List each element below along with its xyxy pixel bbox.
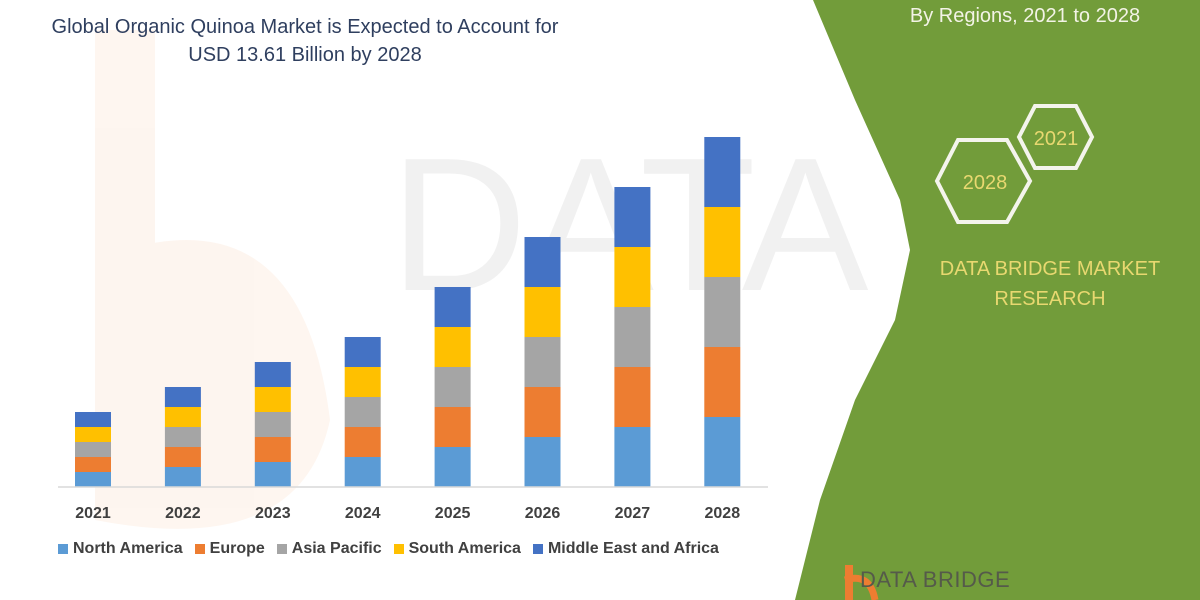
bar-segment-asia-pacific-2027 <box>614 307 651 367</box>
hex-label-2021: 2021 <box>1034 128 1079 150</box>
bar-segment-middle-east-and-africa-2022 <box>164 387 201 407</box>
legend-label: Middle East and Africa <box>547 540 719 557</box>
legend-label: Asia Pacific <box>291 540 382 557</box>
watermark-logo <box>95 30 330 529</box>
bar-segment-north-america-2025 <box>434 447 471 487</box>
bar-segment-europe-2022 <box>164 447 201 467</box>
bar-segment-north-america-2021 <box>75 472 111 487</box>
bar-segment-south-america-2023 <box>254 387 291 412</box>
bar-segment-middle-east-and-africa-2027 <box>614 187 651 247</box>
hexagon-2028 <box>934 138 1033 224</box>
legend-item: South America <box>393 540 521 558</box>
bar-segment-south-america-2025 <box>434 327 471 367</box>
bar-segment-asia-pacific-2021 <box>75 442 111 457</box>
bar-segment-middle-east-and-africa-2026 <box>524 237 561 287</box>
bar-segment-asia-pacific-2026 <box>524 337 561 387</box>
x-tick-label: 2028 <box>705 505 741 522</box>
chart-title-line-1: Global Organic Quinoa Market is Expected… <box>51 16 559 38</box>
bar-segment-asia-pacific-2023 <box>254 412 291 437</box>
legend-label: South America <box>408 540 521 557</box>
legend-swatch <box>58 544 68 554</box>
legend-item: Europe <box>194 540 265 558</box>
bar-segment-south-america-2022 <box>164 407 201 427</box>
bar-segment-south-america-2026 <box>524 287 561 337</box>
bar-segment-middle-east-and-africa-2024 <box>344 337 381 367</box>
bar-segment-europe-2028 <box>704 347 741 417</box>
bar-segment-asia-pacific-2024 <box>344 397 381 427</box>
bar-segment-south-america-2021 <box>75 427 111 442</box>
bar-segment-north-america-2022 <box>164 467 201 487</box>
legend-label: Europe <box>209 540 265 557</box>
x-tick-label: 2021 <box>75 505 111 522</box>
chart-title-line-2: USD 13.61 Billion by 2028 <box>188 44 422 66</box>
legend-swatch <box>276 544 287 554</box>
legend: North America Europe Asia Pacific South … <box>58 540 719 558</box>
bar-segment-europe-2026 <box>524 387 561 437</box>
bar-segment-north-america-2027 <box>614 427 651 487</box>
bar-segment-north-america-2023 <box>254 462 291 487</box>
legend-swatch <box>532 544 543 554</box>
bar-segment-north-america-2024 <box>344 457 381 487</box>
bar-segment-europe-2023 <box>254 437 291 462</box>
bar-segment-europe-2021 <box>75 457 111 472</box>
bar-segment-middle-east-and-africa-2025 <box>434 287 471 327</box>
logo-text: DATA BRIDGE <box>860 567 1011 592</box>
bar-segment-south-america-2028 <box>704 207 741 277</box>
x-tick-label: 2024 <box>345 505 381 522</box>
chart-title: Global Organic Quinoa Market is Expected… <box>40 13 570 69</box>
right-panel-subtitle: By Regions, 2021 to 2028 <box>909 5 1141 27</box>
bar-segment-south-america-2024 <box>344 367 381 397</box>
legend-swatch <box>393 544 404 554</box>
legend-item: Asia Pacific <box>276 540 382 558</box>
bar-segment-europe-2025 <box>434 407 471 447</box>
bar-segment-asia-pacific-2025 <box>434 367 471 407</box>
legend-item: Middle East and Africa <box>532 540 719 558</box>
bar-segment-europe-2027 <box>614 367 651 427</box>
bar-segment-north-america-2028 <box>704 417 741 487</box>
bar-segment-south-america-2027 <box>614 247 651 307</box>
x-tick-labels: 2021 2022 2023 2024 2025 2026 2027 2028 <box>75 505 740 522</box>
logo-icon <box>843 565 879 600</box>
bar-segment-north-america-2026 <box>524 437 561 487</box>
x-tick-label: 2022 <box>165 505 201 522</box>
bar-segment-europe-2024 <box>344 427 381 457</box>
legend-label: North America <box>73 540 183 557</box>
green-panel <box>795 0 1200 600</box>
hex-label-2028: 2028 <box>963 172 1008 194</box>
bar-segment-asia-pacific-2022 <box>164 427 201 447</box>
hexagon-2021 <box>1016 104 1095 170</box>
bar-segment-middle-east-and-africa-2028 <box>704 137 741 207</box>
x-tick-label: 2027 <box>615 505 651 522</box>
x-tick-label: 2023 <box>255 505 291 522</box>
legend-swatch <box>194 544 205 554</box>
brand-name: DATA BRIDGE MARKET RESEARCH <box>939 258 1161 310</box>
legend-item: North America <box>58 540 183 558</box>
x-tick-label: 2025 <box>435 505 471 522</box>
bar-segment-asia-pacific-2028 <box>704 277 741 347</box>
x-tick-label: 2026 <box>525 505 561 522</box>
bar-segment-middle-east-and-africa-2021 <box>75 412 111 427</box>
bar-segment-middle-east-and-africa-2023 <box>254 362 291 387</box>
bars <box>75 137 741 487</box>
